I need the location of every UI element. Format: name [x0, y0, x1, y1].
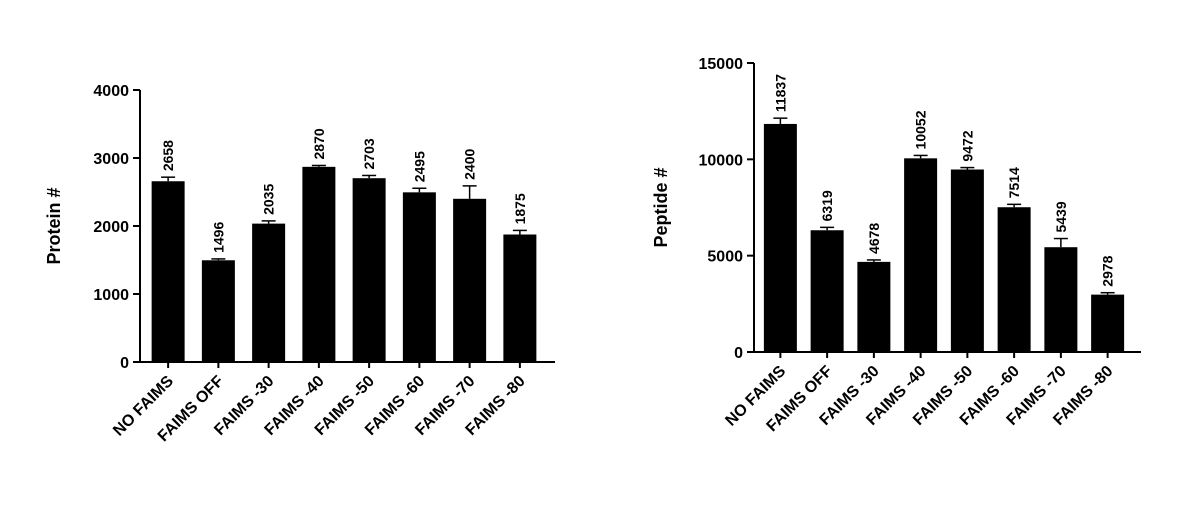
value-label: 1496 — [210, 222, 226, 253]
bar — [151, 181, 185, 362]
y-tick-label: 2000 — [93, 219, 129, 236]
bar — [201, 260, 235, 362]
bar — [252, 223, 286, 362]
y-tick-label: 10000 — [699, 152, 744, 169]
bar — [352, 178, 386, 362]
bar — [1091, 294, 1125, 352]
bar — [904, 158, 938, 352]
bar — [453, 198, 487, 362]
y-tick-label: 5000 — [707, 249, 743, 266]
bar — [503, 234, 537, 362]
y-tick-label: 1000 — [93, 287, 129, 304]
value-label: 1875 — [512, 193, 528, 224]
value-label: 4678 — [866, 223, 882, 254]
bar — [950, 169, 984, 352]
bar — [402, 192, 436, 362]
y-tick-label: 0 — [734, 345, 743, 362]
y-axis-label: Protein # — [44, 187, 64, 264]
y-tick-label: 0 — [120, 355, 129, 372]
bar — [1044, 247, 1078, 352]
y-tick-label: 4000 — [93, 83, 129, 100]
bar — [857, 261, 891, 352]
y-axis-label: Peptide # — [651, 167, 671, 247]
value-label: 10052 — [913, 110, 929, 149]
value-label: 2870 — [311, 128, 327, 159]
bar — [302, 166, 336, 362]
value-label: 11837 — [772, 74, 788, 112]
value-label: 2400 — [462, 149, 478, 180]
value-label: 9472 — [959, 130, 975, 161]
y-tick-label: 15000 — [699, 56, 744, 73]
value-label: 2978 — [1100, 255, 1116, 286]
value-label: 2658 — [160, 140, 176, 171]
bar — [810, 230, 844, 352]
value-label: 2035 — [261, 184, 277, 215]
value-label: 7514 — [1006, 167, 1022, 198]
value-label: 6319 — [819, 190, 835, 221]
bar — [763, 123, 797, 353]
bar — [997, 207, 1031, 352]
value-label: 2495 — [411, 151, 427, 182]
value-label: 5439 — [1053, 201, 1069, 232]
value-label: 2703 — [361, 138, 377, 169]
y-tick-label: 3000 — [93, 151, 129, 168]
